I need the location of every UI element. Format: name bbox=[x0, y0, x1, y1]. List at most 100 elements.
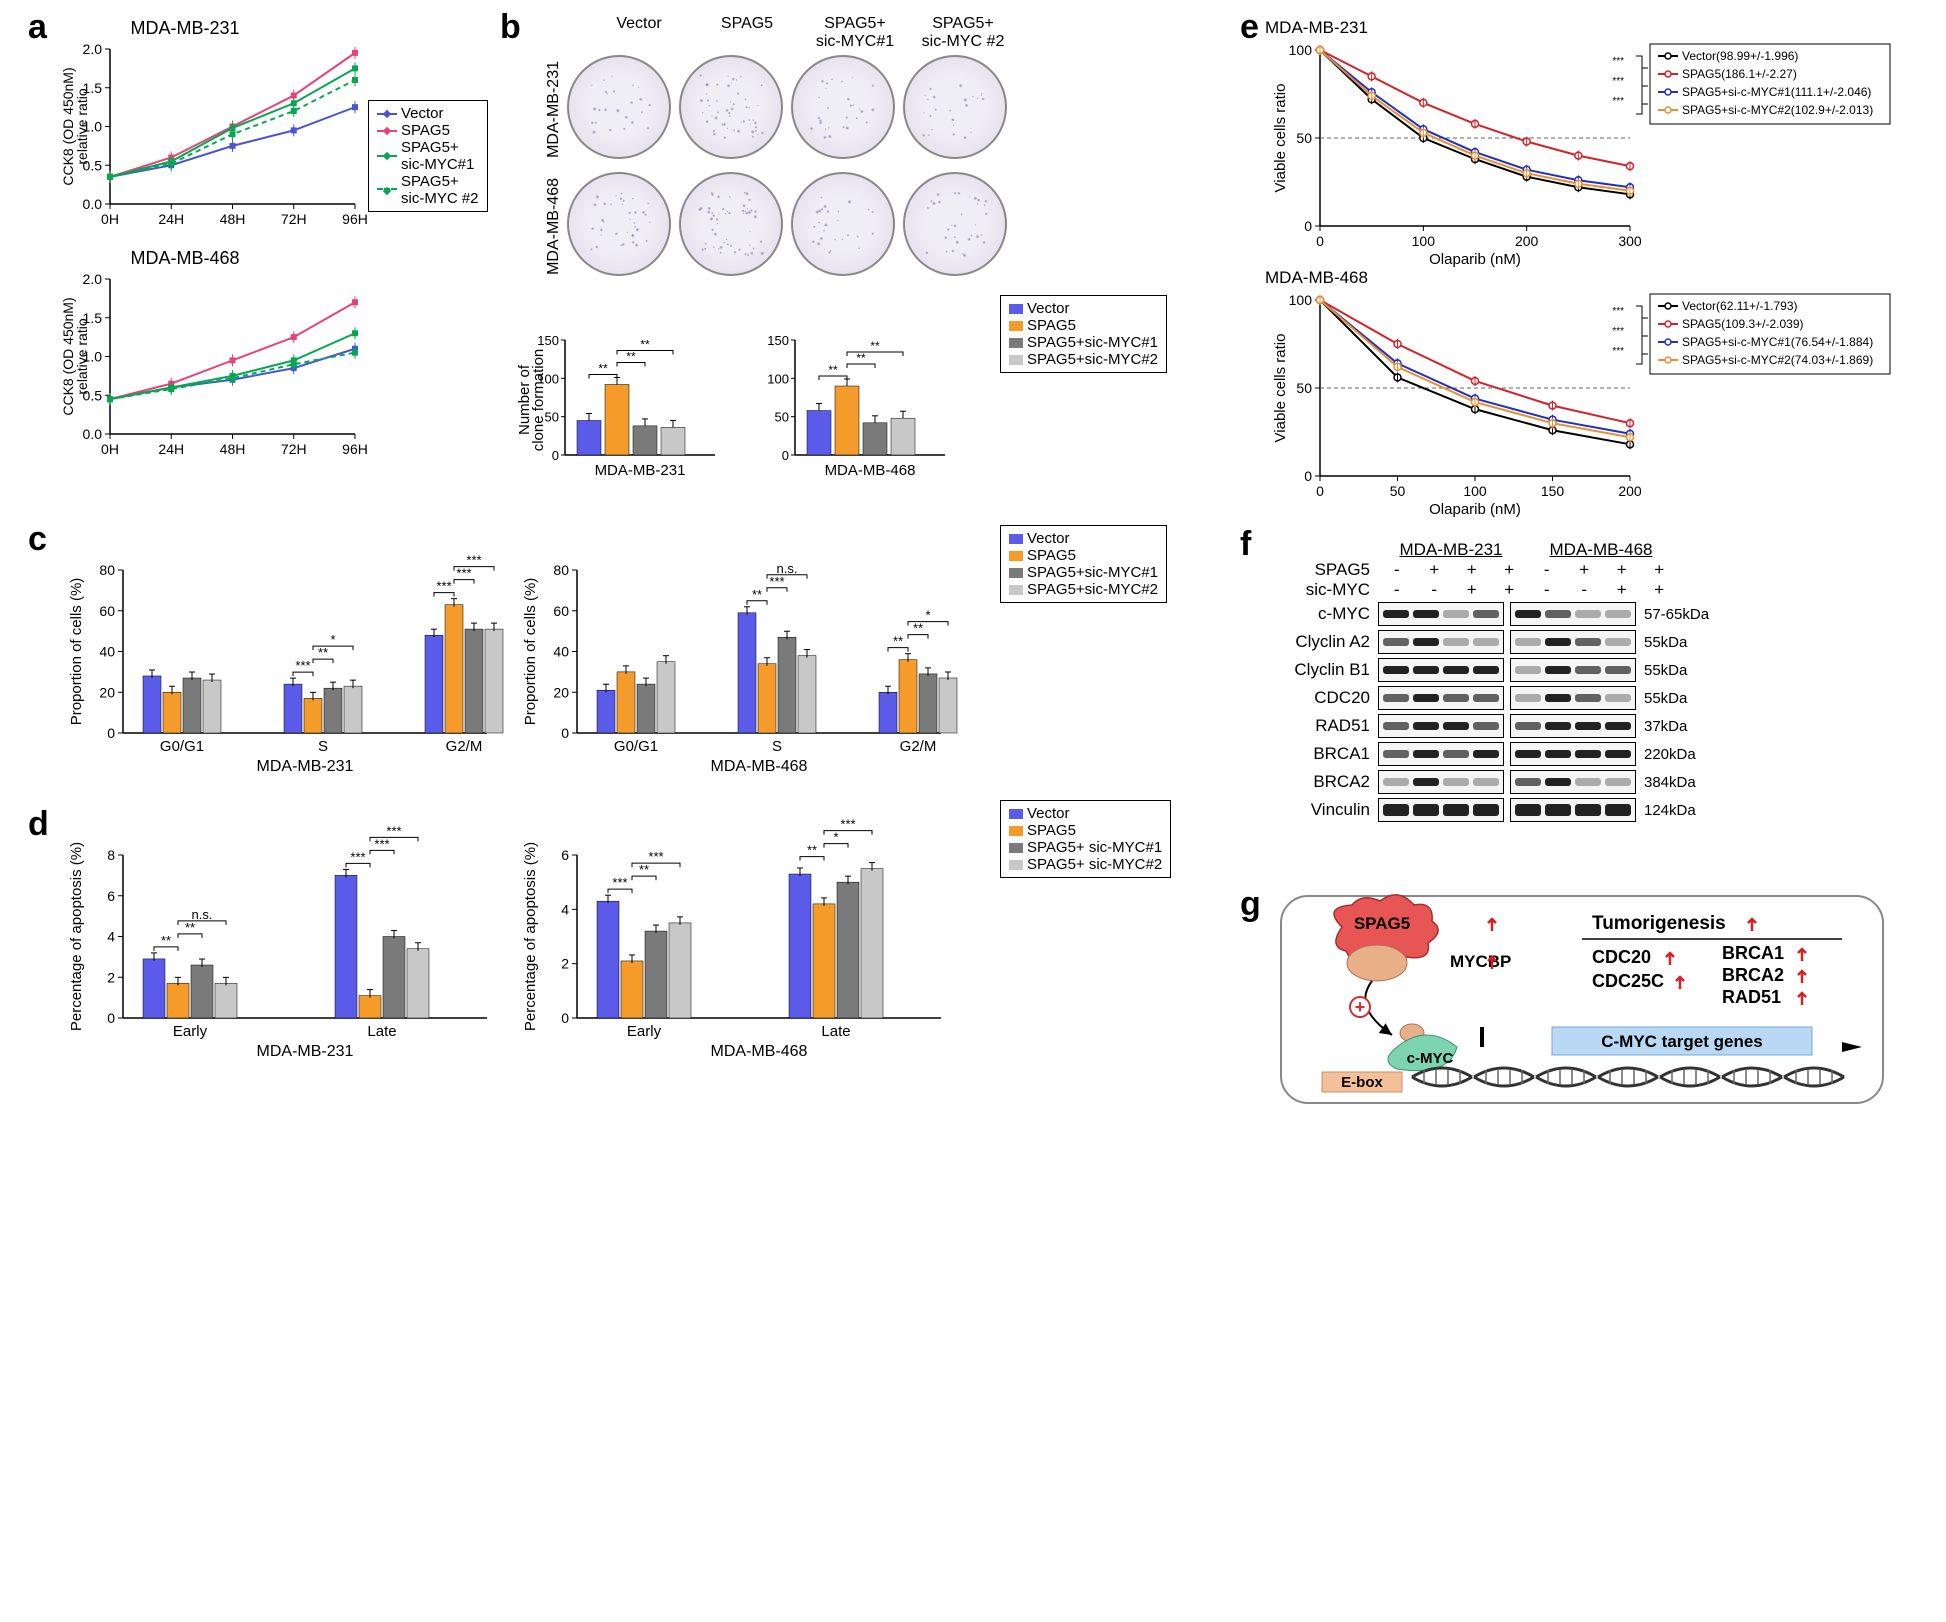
kda-label: 384kDa bbox=[1644, 774, 1696, 791]
panel-a-chart-468: MDA-MB-468 0.00.51.01.52.00H24H48H72H96H… bbox=[55, 248, 365, 474]
svg-text:**: ** bbox=[598, 361, 608, 375]
blot-row-label: sic-MYC bbox=[1280, 580, 1378, 600]
svg-text:2.0: 2.0 bbox=[83, 41, 103, 57]
svg-text:**: ** bbox=[185, 920, 195, 935]
kda-label: 55kDa bbox=[1644, 634, 1687, 651]
bar-chart-svg: 02468Percentage of apoptosis (%)Early***… bbox=[65, 815, 495, 1060]
svg-text:Olaparib (nM): Olaparib (nM) bbox=[1429, 251, 1521, 268]
panel-e-231: MDA-MB-231 0501000100200300Viable cells … bbox=[1265, 18, 1895, 273]
svg-text:Tumorigenesis: Tumorigenesis bbox=[1592, 913, 1726, 934]
svg-text:BRCA1: BRCA1 bbox=[1722, 943, 1784, 963]
panelB-legend: VectorSPAG5SPAG5+sic-MYC#1SPAG5+sic-MYC#… bbox=[1000, 295, 1167, 373]
blot-panel bbox=[1378, 798, 1504, 822]
panel-f-blots: MDA-MB-231MDA-MB-468SPAG5-+++-+++sic-MYC… bbox=[1280, 540, 1709, 824]
blot-row: BRCA1220kDa bbox=[1280, 740, 1709, 768]
dose-chart-svg: 0501000100200300Viable cells ratioOlapar… bbox=[1265, 38, 1895, 268]
colony-dish bbox=[567, 55, 671, 159]
col-label: SPAG5+ sic-MYC #2 bbox=[909, 15, 1017, 51]
svg-text:Late: Late bbox=[367, 1023, 396, 1040]
svg-text:0: 0 bbox=[562, 725, 570, 741]
svg-text:**: ** bbox=[626, 349, 636, 363]
svg-text:**: ** bbox=[807, 843, 817, 858]
svg-text:0: 0 bbox=[1304, 468, 1312, 484]
svg-text:Late: Late bbox=[822, 1023, 851, 1040]
svg-text:G0/G1: G0/G1 bbox=[614, 738, 658, 755]
svg-text:8: 8 bbox=[107, 847, 115, 863]
cell-label: MDA-MB-231 bbox=[1376, 540, 1526, 560]
svg-text:***: *** bbox=[613, 875, 628, 890]
svg-text:***: *** bbox=[436, 579, 451, 594]
svg-text:***: *** bbox=[456, 566, 471, 581]
svg-text:300: 300 bbox=[1618, 233, 1642, 249]
blot-panel bbox=[1510, 714, 1636, 738]
svg-text:**: ** bbox=[752, 587, 762, 602]
svg-text:***: *** bbox=[386, 823, 401, 838]
svg-text:40: 40 bbox=[554, 644, 570, 660]
row-label: MDA-MB-231 bbox=[545, 61, 563, 158]
svg-text:G0/G1: G0/G1 bbox=[160, 738, 204, 755]
col-label: Vector bbox=[585, 15, 693, 51]
svg-text:relative ratio: relative ratio bbox=[74, 88, 90, 164]
schema-svg: SPAG5MYCBP+c-MYCE-boxC-MYC target genesT… bbox=[1282, 897, 1882, 1102]
svg-text:96H: 96H bbox=[342, 441, 368, 457]
svg-text:**: ** bbox=[828, 363, 838, 377]
svg-text:**: ** bbox=[893, 634, 903, 649]
svg-text:**: ** bbox=[318, 645, 328, 660]
svg-text:Early: Early bbox=[173, 1023, 208, 1040]
svg-text:*: * bbox=[926, 608, 931, 623]
svg-text:**: ** bbox=[913, 621, 923, 636]
blot-panel bbox=[1378, 770, 1504, 794]
panel-g-schema: SPAG5MYCBP+c-MYCE-boxC-MYC target genesT… bbox=[1280, 895, 1884, 1104]
svg-text:150: 150 bbox=[1541, 483, 1565, 499]
panel-g-label: g bbox=[1240, 885, 1261, 924]
svg-text:E-box: E-box bbox=[1341, 1074, 1383, 1091]
chart-title: MDA-MB-468 bbox=[1265, 268, 1485, 288]
svg-text:24H: 24H bbox=[158, 441, 184, 457]
svg-text:2.0: 2.0 bbox=[83, 271, 103, 287]
svg-text:SPAG5(109.3+/-2.039): SPAG5(109.3+/-2.039) bbox=[1682, 317, 1804, 331]
panel-b-label: b bbox=[500, 8, 521, 47]
legend-item: Vector bbox=[1009, 530, 1158, 547]
panel-c-label: c bbox=[28, 520, 47, 559]
blot-panel bbox=[1510, 798, 1636, 822]
svg-text:0H: 0H bbox=[101, 211, 119, 227]
svg-text:***: *** bbox=[1612, 346, 1624, 357]
svg-text:200: 200 bbox=[1618, 483, 1642, 499]
svg-text:24H: 24H bbox=[158, 211, 184, 227]
svg-text:40: 40 bbox=[99, 644, 115, 660]
svg-text:50: 50 bbox=[1296, 130, 1312, 146]
legend-item: SPAG5+ sic-MYC#2 bbox=[1009, 856, 1162, 873]
colony-dish bbox=[903, 55, 1007, 159]
svg-text:0: 0 bbox=[1304, 218, 1312, 234]
bar-chart-svg: 050100150******MDA-MB-231050100150******… bbox=[515, 300, 985, 490]
blot-panel bbox=[1378, 742, 1504, 766]
bar-chart-svg: 020406080Proportion of cells (%)G0/G1S**… bbox=[519, 530, 949, 775]
svg-text:0: 0 bbox=[1316, 233, 1324, 249]
blot-panel bbox=[1378, 658, 1504, 682]
bar-chart-svg: 0246Percentage of apoptosis (%)Early****… bbox=[519, 815, 949, 1060]
blot-row: CDC2055kDa bbox=[1280, 684, 1709, 712]
panel-e-label: e bbox=[1240, 8, 1259, 47]
svg-text:***: *** bbox=[374, 836, 389, 851]
svg-text:**: ** bbox=[639, 862, 649, 877]
col-label: SPAG5+ sic-MYC#1 bbox=[801, 15, 909, 51]
blot-panel bbox=[1510, 742, 1636, 766]
svg-text:Percentage of apoptosis (%): Percentage of apoptosis (%) bbox=[522, 842, 539, 1031]
svg-text:20: 20 bbox=[99, 684, 115, 700]
legend-item: SPAG5+ sic-MYC#1 bbox=[377, 139, 479, 173]
kda-label: 220kDa bbox=[1644, 746, 1696, 763]
svg-text:0: 0 bbox=[552, 448, 559, 463]
legend-item: SPAG5+ sic-MYC#1 bbox=[1009, 839, 1162, 856]
svg-text:4: 4 bbox=[107, 929, 115, 945]
svg-text:C-MYC target genes: C-MYC target genes bbox=[1601, 1032, 1763, 1051]
svg-text:60: 60 bbox=[554, 603, 570, 619]
kda-label: 37kDa bbox=[1644, 718, 1687, 735]
svg-text:Percentage of apoptosis (%): Percentage of apoptosis (%) bbox=[68, 842, 85, 1031]
svg-text:SPAG5+si-c-MYC#2(74.03+/-1.869: SPAG5+si-c-MYC#2(74.03+/-1.869) bbox=[1682, 353, 1873, 367]
blot-panel bbox=[1510, 770, 1636, 794]
svg-text:***: *** bbox=[1612, 306, 1624, 317]
legend-item: SPAG5 bbox=[1009, 317, 1158, 334]
panel-d-charts: 02468Percentage of apoptosis (%)Early***… bbox=[65, 815, 949, 1065]
svg-text:Vector(62.11+/-1.793): Vector(62.11+/-1.793) bbox=[1682, 299, 1798, 313]
svg-text:*: * bbox=[834, 830, 839, 845]
